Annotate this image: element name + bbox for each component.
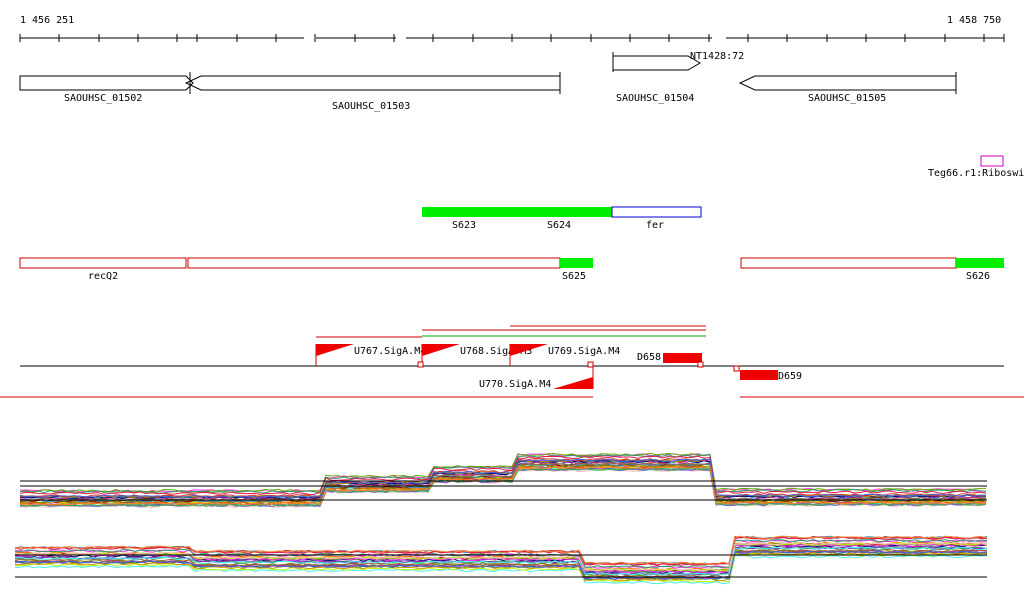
- expression-track-bottom: [14, 535, 988, 585]
- expression-profile-line: [14, 548, 988, 578]
- segment-recq2-b[interactable]: [187, 257, 561, 269]
- segment-s623-s624[interactable]: [422, 207, 612, 217]
- expression-profile-line: [19, 466, 987, 506]
- promoter-u768-flag[interactable]: [422, 344, 460, 356]
- ruler-start-label: 1 456 251: [20, 15, 74, 26]
- promoter-d659-bar[interactable]: [740, 370, 778, 380]
- promoter-label-u769: U769.SigA.M4: [548, 346, 620, 357]
- segment-s626[interactable]: [956, 258, 1004, 268]
- promoter-label-d659: D659: [778, 371, 802, 382]
- riboswitch-box[interactable]: [980, 155, 1004, 167]
- gene-label-01504: SAOUHSC_01504: [616, 93, 694, 104]
- expression-profile-line: [14, 541, 988, 572]
- expression-profile-line: [14, 546, 988, 576]
- gene-saouhsc-01504[interactable]: [612, 55, 701, 71]
- segment-label-s623: S623: [452, 220, 476, 231]
- promoter-label-u768: U768.SigA.M3: [460, 346, 532, 357]
- ruler-ticks: [19, 34, 1005, 42]
- promoter-u769-flag[interactable]: [510, 344, 548, 356]
- promoter-label-d658: D658: [637, 352, 661, 363]
- segment-row-2: recQ2 S625 S626: [19, 257, 1004, 282]
- promoter-d658-marker: [697, 361, 704, 368]
- expression-profile-line: [14, 535, 988, 566]
- segment-label-s625: S625: [562, 271, 586, 282]
- promoter-u768-marker: [417, 361, 424, 368]
- expression-profile-line: [14, 536, 988, 566]
- gene-extra-label: NT1428:72: [690, 51, 744, 62]
- promoter-label-u767: U767.SigA.M4: [354, 346, 426, 357]
- coordinate-ruler: 1 456 251 1 458 750: [19, 15, 1005, 42]
- promoter-d659-marker: [733, 365, 740, 372]
- promoter-track: U767.SigA.M4 U768.SigA.M3 U769.SigA.M4 D…: [0, 325, 1024, 398]
- segment-recq2-a[interactable]: [19, 257, 187, 269]
- promoter-u769-marker: [587, 361, 594, 368]
- expression-profile-line: [19, 465, 987, 506]
- gene-label-01503: SAOUHSC_01503: [332, 101, 410, 112]
- promoter-u770-flag[interactable]: [553, 377, 593, 389]
- gene-label-01505: SAOUHSC_01505: [808, 93, 886, 104]
- expression-profile-line: [19, 455, 987, 496]
- gene-saouhsc-01505[interactable]: [738, 75, 957, 91]
- expression-profile-line: [14, 538, 988, 569]
- riboswitch-label: Teg66.r1:Riboswi: [928, 168, 1024, 179]
- segment-label-recq2: recQ2: [88, 271, 118, 282]
- segment-right-outline[interactable]: [740, 257, 957, 269]
- segment-label-s626: S626: [966, 271, 990, 282]
- expression-profile-line: [14, 550, 988, 580]
- segment-label-fer: fer: [646, 220, 664, 231]
- gene-track: [19, 52, 957, 94]
- expression-profile-line: [14, 554, 988, 585]
- segment-label-s624: S624: [547, 220, 571, 231]
- segment-s625[interactable]: [560, 258, 593, 268]
- gene-label-01502: SAOUHSC_01502: [64, 93, 142, 104]
- segment-row-1: S623 S624 fer: [422, 206, 702, 231]
- gene-saouhsc-01503[interactable]: [184, 75, 561, 91]
- expression-profile-line: [19, 452, 986, 493]
- expression-track-top: [19, 452, 987, 509]
- promoter-d658-bar[interactable]: [663, 353, 702, 363]
- promoter-u767-flag[interactable]: [316, 344, 354, 356]
- segment-fer[interactable]: [611, 206, 702, 218]
- promoter-label-u770: U770.SigA.M4: [479, 379, 551, 390]
- gene-saouhsc-01502[interactable]: [19, 75, 194, 91]
- ruler-end-label: 1 458 750: [947, 15, 1001, 26]
- expression-profile-line: [19, 458, 987, 499]
